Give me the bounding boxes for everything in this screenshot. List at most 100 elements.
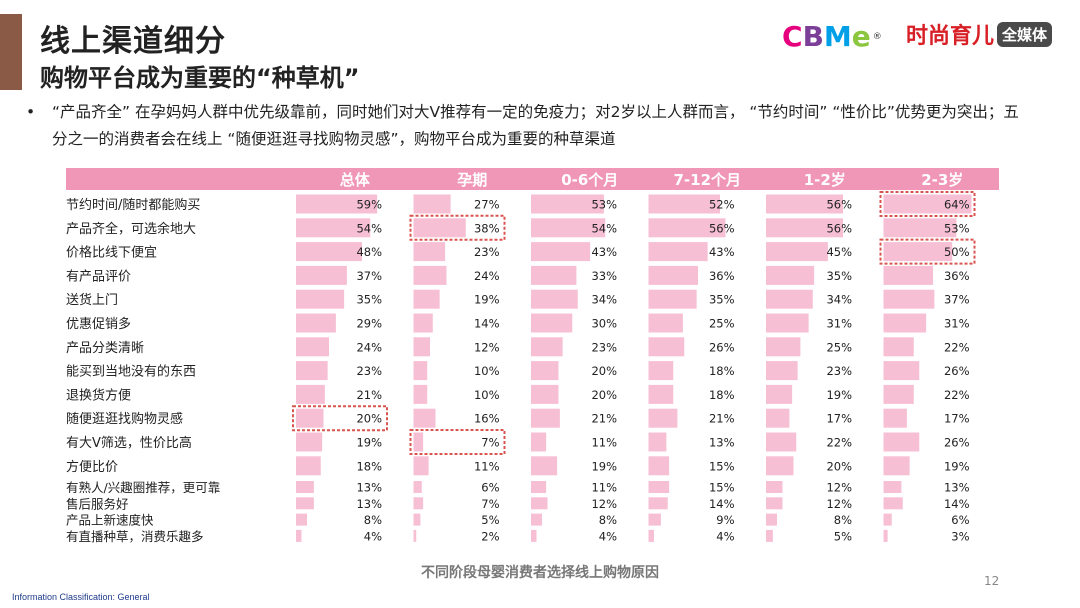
data-bar [531, 218, 606, 238]
data-bar [531, 432, 547, 452]
data-label: 16% [474, 412, 500, 426]
data-label: 43% [591, 245, 617, 259]
category-label: 随便逛逛找购物灵感 [66, 411, 183, 427]
data-label: 14% [944, 497, 970, 511]
cbme-logo-letter: B [802, 20, 824, 53]
data-bar [883, 513, 892, 526]
data-bar [296, 265, 347, 285]
data-bar [296, 218, 371, 238]
data-bar [766, 218, 843, 238]
data-bar [531, 513, 542, 526]
data-bar [648, 337, 685, 357]
highlight-box [409, 429, 506, 455]
data-label: 15% [709, 459, 735, 473]
data-label: 18% [356, 459, 382, 473]
data-bar [531, 194, 604, 214]
data-label: 19% [591, 459, 617, 473]
data-bar [766, 289, 813, 309]
data-bar [531, 456, 558, 476]
data-bar [531, 289, 578, 309]
data-label: 31% [826, 317, 852, 331]
data-bar [531, 337, 563, 357]
data-label: 56% [709, 221, 735, 235]
data-label: 17% [944, 412, 970, 426]
summary-bullet: • “产品齐全” 在孕妈妈人群中优先级靠前，同时她们对大V推荐有一定的免疫力；对… [26, 99, 1026, 153]
data-bar [296, 337, 329, 357]
data-label: 23% [826, 364, 852, 378]
data-bar [883, 408, 907, 428]
series-header-label: 1-2岁 [804, 171, 846, 189]
data-bar [648, 265, 698, 285]
data-label: 45% [826, 245, 852, 259]
data-label: 13% [356, 497, 382, 511]
data-label: 54% [356, 221, 382, 235]
data-label: 19% [826, 388, 852, 402]
data-bar [531, 497, 548, 510]
cbme-logo: C B M e ® [782, 20, 882, 54]
data-bar [413, 194, 451, 214]
data-bar [296, 242, 362, 262]
data-label: 20% [591, 388, 617, 402]
data-bar [531, 384, 559, 404]
data-bar [648, 242, 708, 262]
data-bar [883, 313, 927, 333]
data-label: 24% [474, 269, 500, 283]
data-label: 22% [944, 340, 970, 354]
data-bar [296, 432, 323, 452]
series-header-label: 孕期 [457, 171, 487, 189]
category-label: 能买到当地没有的东西 [66, 364, 196, 380]
data-label: 11% [591, 436, 617, 450]
data-bar [531, 408, 560, 428]
data-label: 52% [709, 198, 735, 212]
category-label: 送货上门 [66, 292, 118, 308]
registered-mark: ® [872, 32, 882, 42]
data-label: 23% [474, 245, 500, 259]
data-bar [648, 497, 668, 510]
data-bar [766, 513, 777, 526]
data-bar [766, 432, 797, 452]
data-bar [883, 265, 933, 285]
data-label: 12% [474, 340, 500, 354]
data-label: 8% [599, 513, 617, 527]
category-label: 售后服务好 [66, 496, 129, 511]
data-label: 35% [356, 293, 382, 307]
page-subtitle: 购物平台成为重要的“种草机” [40, 64, 360, 92]
data-label: 27% [474, 198, 500, 212]
data-label: 6% [481, 481, 499, 495]
category-label: 有熟人/兴趣圈推荐，更可靠 [66, 480, 220, 495]
data-label: 4% [364, 529, 382, 543]
data-bar [883, 497, 903, 510]
data-bar [766, 194, 843, 214]
data-label: 11% [591, 481, 617, 495]
data-label: 8% [834, 513, 852, 527]
data-bar [648, 432, 667, 452]
data-label: 26% [944, 436, 970, 450]
data-label: 36% [944, 269, 970, 283]
highlight-box [879, 238, 976, 265]
data-bar [413, 242, 446, 262]
data-bar [531, 529, 537, 542]
highlight-box [879, 191, 976, 217]
data-bar [883, 384, 914, 404]
data-bar [531, 242, 591, 262]
data-label: 19% [356, 436, 382, 450]
data-bar [648, 218, 726, 238]
category-label: 产品分类清晰 [66, 341, 144, 356]
data-label: 21% [356, 388, 382, 402]
data-label: 14% [474, 317, 500, 331]
data-label: 12% [826, 481, 852, 495]
data-label: 17% [826, 412, 852, 426]
data-bar [766, 337, 801, 357]
data-bar [648, 361, 674, 381]
data-label: 30% [591, 317, 617, 331]
data-label: 33% [591, 269, 617, 283]
data-label: 14% [709, 497, 735, 511]
data-label: 7% [481, 436, 499, 450]
data-bar [413, 456, 429, 476]
data-label: 8% [364, 513, 382, 527]
data-label: 23% [591, 340, 617, 354]
data-label: 20% [826, 459, 852, 473]
data-label: 50% [944, 245, 970, 259]
data-bar [883, 289, 935, 309]
